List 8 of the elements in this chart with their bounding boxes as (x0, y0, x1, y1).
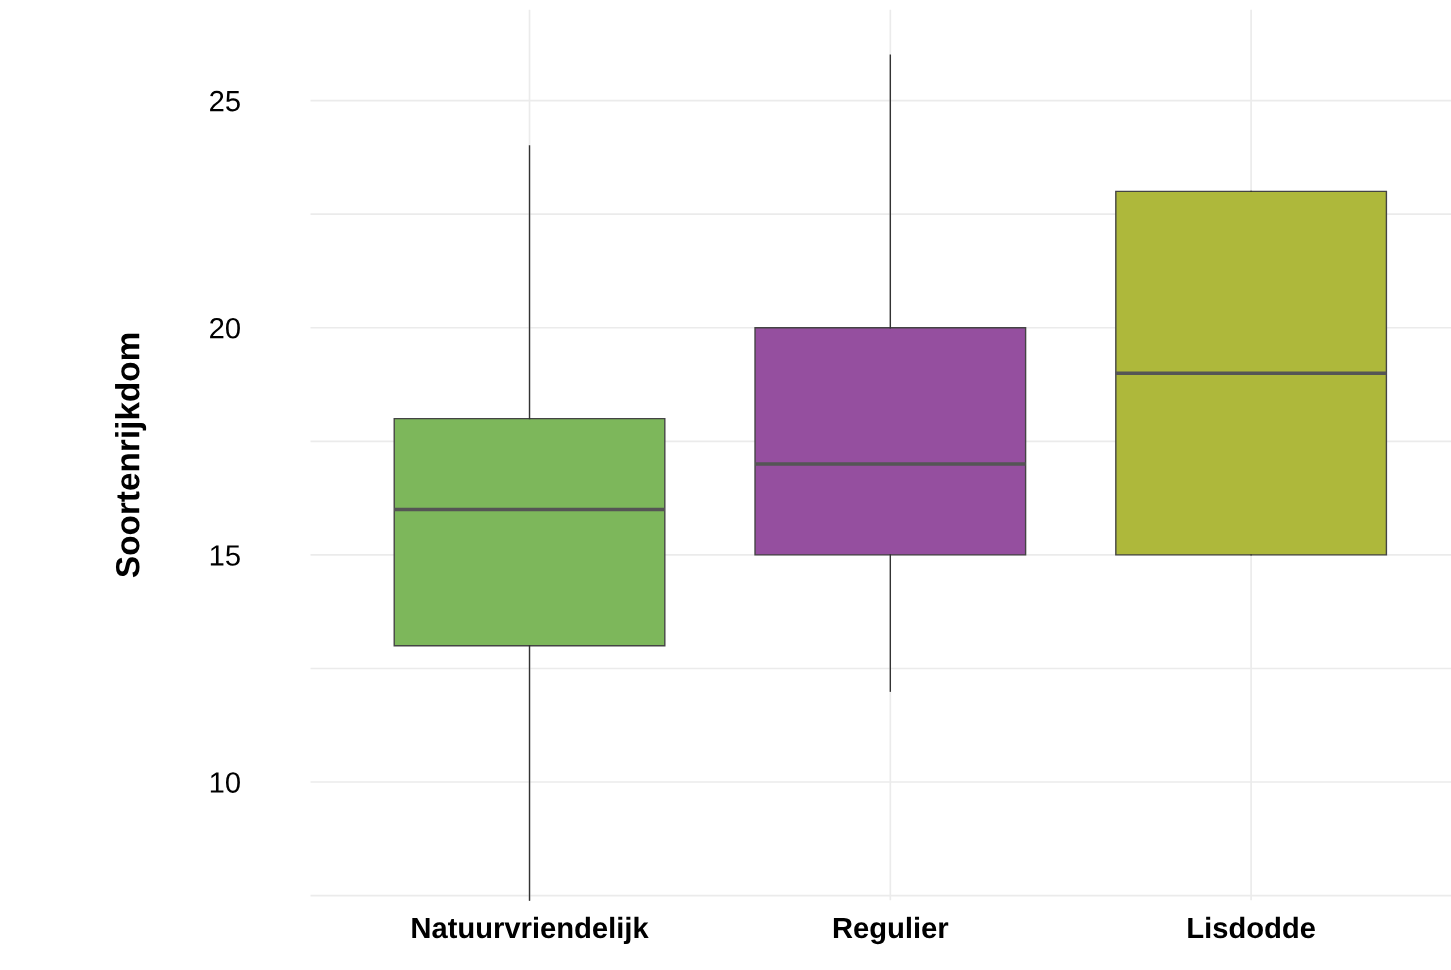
x-tick-label: Lisdodde (1188, 916, 1315, 939)
y-axis-title: Soortenrijkdom (115, 333, 147, 578)
y-tick-label: 10 (210, 772, 240, 793)
y-tick-label: 25 (210, 90, 240, 112)
y-tick-label: 20 (210, 317, 240, 339)
x-tick-label: Regulier (833, 916, 949, 945)
x-tick-label: Natuurvriendelijk (412, 916, 649, 945)
y-tick-label: 15 (210, 545, 240, 566)
